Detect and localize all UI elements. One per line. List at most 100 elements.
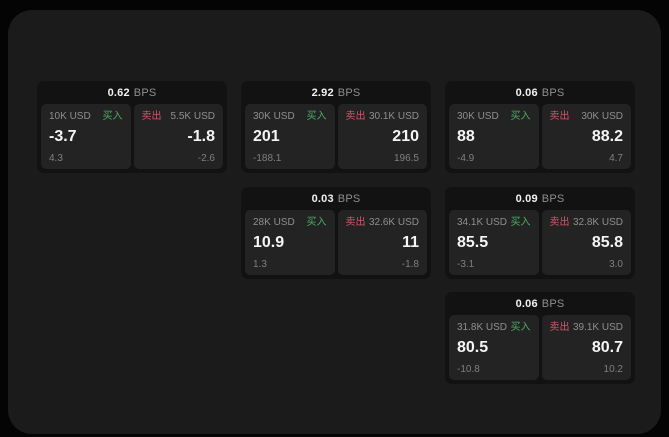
sell-amount-label: 39.1K USD [572,322,623,333]
bps-unit-label: BPS [541,297,565,310]
quote-panels: 31.8K USD 买入 80.5 -10.8 卖出 39.1K USD 80.… [445,315,635,380]
buy-panel[interactable]: 28K USD 买入 10.9 1.3 [245,210,335,275]
sell-label-row: 卖出 30K USD [550,111,624,122]
sell-secondary-value: 10.2 [603,364,623,375]
sell-panel[interactable]: 卖出 5.5K USD -1.8 -2.6 [133,104,223,169]
bps-unit-label: BPS [337,86,361,99]
bps-unit-label: BPS [337,192,361,205]
sell-side-label: 卖出 [549,217,570,228]
quote-panels: 10K USD 买入 -3.7 4.3 卖出 5.5K USD -1.8 -2.… [37,104,227,169]
buy-side-label: 买入 [306,111,327,122]
bps-value: 0.09 [515,192,538,205]
buy-main-value: 85.5 [457,233,489,251]
buy-side-label: 买入 [510,217,531,228]
sell-side-label: 卖出 [345,217,366,228]
sell-main-value: -1.8 [187,127,215,145]
bps-value: 0.06 [515,86,538,99]
bps-unit-label: BPS [133,86,157,99]
buy-panel[interactable]: 34.1K USD 买入 85.5 -3.1 [449,210,539,275]
sell-main-value: 88.2 [591,127,623,145]
bps-header: 0.03 BPS [241,187,431,210]
bps-header: 0.09 BPS [445,187,635,210]
buy-amount-label: 30K USD [253,111,295,122]
quote-card: 2.92 BPS 30K USD 买入 201 -188.1 卖出 30.1K … [241,81,431,173]
sell-panel[interactable]: 卖出 30K USD 88.2 4.7 [541,104,631,169]
sell-secondary-value: 3.0 [609,259,623,270]
buy-label-row: 34.1K USD 买入 [457,217,531,228]
sell-panel[interactable]: 卖出 32.8K USD 85.8 3.0 [541,210,631,275]
buy-amount-label: 31.8K USD [457,322,508,333]
buy-side-label: 买入 [510,322,531,333]
buy-secondary-value: 1.3 [253,259,267,270]
sell-panel[interactable]: 卖出 30.1K USD 210 196.5 [337,104,427,169]
quote-panels: 30K USD 买入 201 -188.1 卖出 30.1K USD 210 1… [241,104,431,169]
sell-side-label: 卖出 [345,111,366,122]
sell-secondary-value: 196.5 [393,153,419,164]
buy-amount-label: 30K USD [457,111,499,122]
sell-label-row: 卖出 39.1K USD [550,322,624,333]
buy-amount-label: 34.1K USD [457,217,508,228]
sell-label-row: 卖出 30.1K USD [346,111,420,122]
sell-main-value: 210 [392,127,419,145]
buy-main-value: 80.5 [457,338,489,356]
buy-main-value: 88 [457,127,475,145]
sell-secondary-value: -1.8 [401,259,419,270]
sell-amount-label: 32.6K USD [368,217,419,228]
buy-main-value: 10.9 [253,233,285,251]
sell-panel[interactable]: 卖出 32.6K USD 11 -1.8 [337,210,427,275]
sell-amount-label: 5.5K USD [170,111,215,122]
bps-value: 2.92 [311,86,334,99]
sell-amount-label: 30.1K USD [368,111,419,122]
quote-card: 0.06 BPS 31.8K USD 买入 80.5 -10.8 卖出 39.1… [445,292,635,384]
bps-unit-label: BPS [541,192,565,205]
sell-main-value: 85.8 [591,233,623,251]
buy-panel[interactable]: 30K USD 买入 88 -4.9 [449,104,539,169]
buy-label-row: 30K USD 买入 [457,111,531,122]
sell-main-value: 80.7 [591,338,623,356]
sell-main-value: 11 [402,233,419,251]
quote-card: 0.03 BPS 28K USD 买入 10.9 1.3 卖出 32.6K US… [241,187,431,279]
sell-panel[interactable]: 卖出 39.1K USD 80.7 10.2 [541,315,631,380]
bps-header: 0.06 BPS [445,292,635,315]
sell-side-label: 卖出 [141,111,162,122]
sell-label-row: 卖出 32.6K USD [346,217,420,228]
bps-value: 0.03 [311,192,334,205]
sell-label-row: 卖出 5.5K USD [142,111,216,122]
buy-amount-label: 10K USD [49,111,91,122]
bps-header: 0.62 BPS [37,81,227,104]
sell-secondary-value: -2.6 [197,153,215,164]
bps-header: 0.06 BPS [445,81,635,104]
buy-secondary-value: -3.1 [457,259,475,270]
buy-panel[interactable]: 30K USD 买入 201 -188.1 [245,104,335,169]
quote-panels: 28K USD 买入 10.9 1.3 卖出 32.6K USD 11 -1.8 [241,210,431,275]
buy-panel[interactable]: 31.8K USD 买入 80.5 -10.8 [449,315,539,380]
buy-side-label: 买入 [306,217,327,228]
buy-secondary-value: -4.9 [457,153,475,164]
buy-label-row: 28K USD 买入 [253,217,327,228]
buy-side-label: 买入 [510,111,531,122]
buy-label-row: 30K USD 买入 [253,111,327,122]
bps-header: 2.92 BPS [241,81,431,104]
sell-secondary-value: 4.7 [609,153,623,164]
buy-secondary-value: 4.3 [49,153,63,164]
buy-main-value: 201 [253,127,280,145]
sell-side-label: 卖出 [549,322,570,333]
buy-secondary-value: -188.1 [253,153,282,164]
quote-panels: 30K USD 买入 88 -4.9 卖出 30K USD 88.2 4.7 [445,104,635,169]
quote-panels: 34.1K USD 买入 85.5 -3.1 卖出 32.8K USD 85.8… [445,210,635,275]
sell-side-label: 卖出 [549,111,570,122]
buy-amount-label: 28K USD [253,217,295,228]
buy-main-value: -3.7 [49,127,77,145]
bps-unit-label: BPS [541,86,565,99]
buy-label-row: 10K USD 买入 [49,111,123,122]
bps-value: 0.62 [107,86,130,99]
buy-label-row: 31.8K USD 买入 [457,322,531,333]
quote-card: 0.09 BPS 34.1K USD 买入 85.5 -3.1 卖出 32.8K… [445,187,635,279]
quote-card: 0.62 BPS 10K USD 买入 -3.7 4.3 卖出 5.5K USD… [37,81,227,173]
quote-card: 0.06 BPS 30K USD 买入 88 -4.9 卖出 30K USD 8… [445,81,635,173]
sell-label-row: 卖出 32.8K USD [550,217,624,228]
buy-panel[interactable]: 10K USD 买入 -3.7 4.3 [41,104,131,169]
buy-secondary-value: -10.8 [457,364,480,375]
bps-value: 0.06 [515,297,538,310]
sell-amount-label: 32.8K USD [572,217,623,228]
